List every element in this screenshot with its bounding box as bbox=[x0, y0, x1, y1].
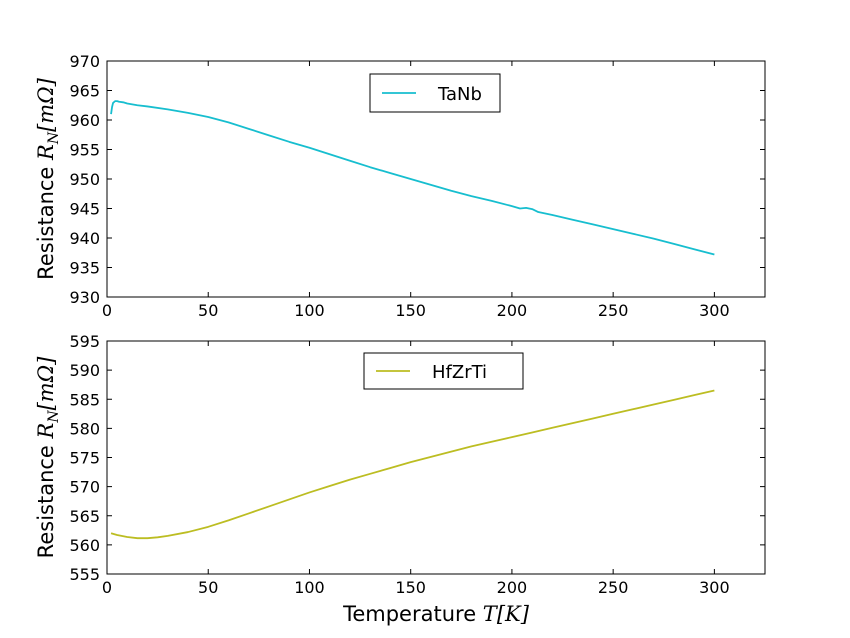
x-tick-label: 0 bbox=[102, 578, 112, 597]
legend-label-tanb: TaNb bbox=[437, 84, 482, 105]
x-tick-label: 200 bbox=[497, 578, 528, 597]
y-tick-label: 935 bbox=[69, 259, 100, 278]
y-tick-label: 575 bbox=[69, 449, 100, 468]
y-tick-label: 945 bbox=[69, 200, 100, 219]
y-tick-label: 955 bbox=[69, 141, 100, 160]
x-tick-label: 300 bbox=[699, 301, 730, 320]
x-tick-label: 50 bbox=[198, 578, 218, 597]
x-tick-label: 250 bbox=[598, 301, 629, 320]
y-tick-label: 960 bbox=[69, 111, 100, 130]
x-tick-label: 300 bbox=[699, 578, 730, 597]
y-tick-label: 965 bbox=[69, 82, 100, 101]
y-tick-label: 565 bbox=[69, 507, 100, 526]
y-tick-label: 590 bbox=[69, 361, 100, 380]
y-tick-label: 555 bbox=[69, 565, 100, 584]
legend: HfZrTi bbox=[363, 352, 524, 390]
y-tick-label: 940 bbox=[69, 229, 100, 248]
y-tick-label: 930 bbox=[69, 288, 100, 307]
y-tick-label: 595 bbox=[69, 332, 100, 351]
x-tick-label: 200 bbox=[497, 301, 528, 320]
x-tick-label: 50 bbox=[198, 301, 218, 320]
subplot-2: 0 50 100 150 200 250 300 555 560 565 570 575 580 585 5… bbox=[34, 332, 766, 626]
y-tick-label: 560 bbox=[69, 536, 100, 555]
x-axis-label: Temperature T[K] bbox=[342, 602, 530, 626]
x-tick-label: 100 bbox=[294, 578, 325, 597]
legend-label-hfzrti: HfZrTi bbox=[432, 362, 487, 383]
series-line-tanb bbox=[110, 100, 715, 256]
x-tick-label: 100 bbox=[294, 301, 325, 320]
series-line-hfzrti bbox=[110, 389, 715, 540]
y-tick-label: 970 bbox=[69, 52, 100, 71]
subplot-1: 0 50 100 150 200 250 300 930 935 940 945 950 955 960 9… bbox=[34, 52, 766, 320]
y-tick-label: 585 bbox=[69, 390, 100, 409]
x-tick-label: 0 bbox=[102, 301, 112, 320]
x-tick-label: 150 bbox=[395, 301, 426, 320]
legend: TaNb bbox=[369, 73, 501, 113]
x-tick-label: 150 bbox=[395, 578, 426, 597]
y-tick-label: 580 bbox=[69, 419, 100, 438]
y-axis-label: Resistance RN[mΩ] bbox=[34, 77, 62, 279]
y-tick-label: 950 bbox=[69, 170, 100, 189]
y-tick-label: 570 bbox=[69, 478, 100, 497]
y-axis-label: Resistance RN[mΩ] bbox=[34, 356, 62, 558]
x-tick-label: 250 bbox=[598, 578, 629, 597]
